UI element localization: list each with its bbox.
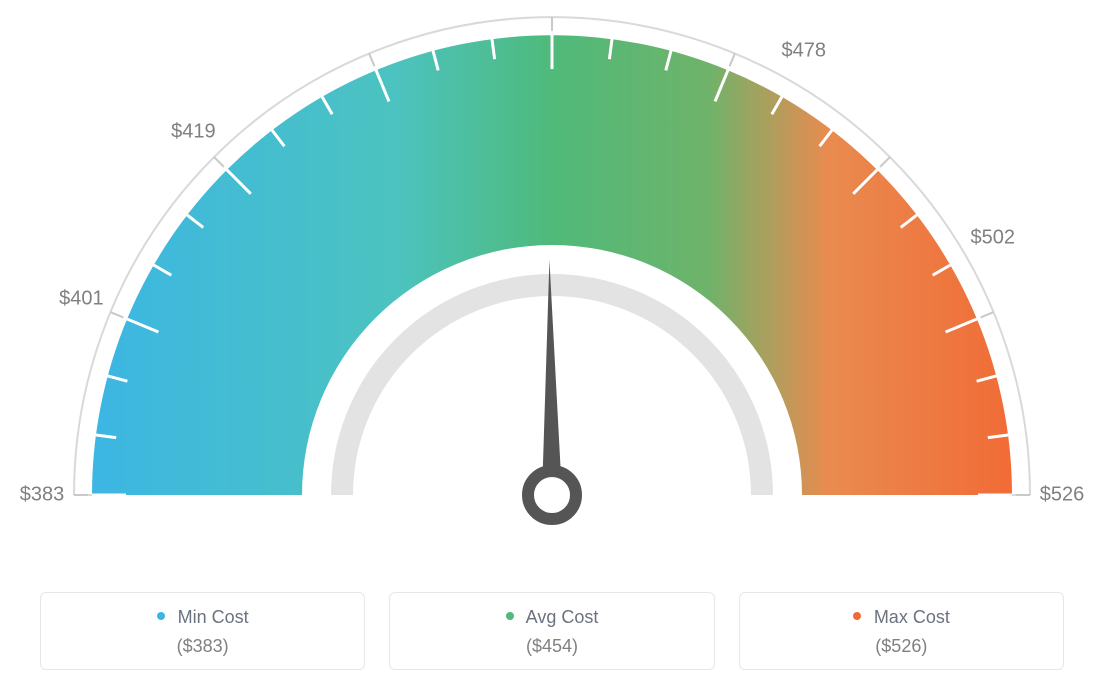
legend-card-min: Min Cost ($383) [40, 592, 365, 670]
legend-dot-avg [506, 612, 514, 620]
legend-dot-max [853, 612, 861, 620]
legend-label-max: Max Cost [874, 607, 950, 627]
legend-value-max: ($526) [750, 636, 1053, 657]
legend-dot-min [157, 612, 165, 620]
gauge-svg [0, 0, 1104, 690]
gauge-tick-label: $478 [782, 40, 827, 63]
gauge-ring-tick [110, 312, 123, 317]
gauge-tick-label: $526 [1040, 484, 1085, 507]
gauge-tick-label: $502 [970, 227, 1015, 250]
legend-title-min: Min Cost [51, 607, 354, 628]
gauge-tick-label: $383 [20, 484, 65, 507]
gauge-ring-tick [214, 157, 224, 167]
gauge-tick-label: $419 [171, 121, 216, 144]
legend-label-min: Min Cost [178, 607, 249, 627]
legend-row: Min Cost ($383) Avg Cost ($454) Max Cost… [40, 592, 1064, 670]
legend-title-max: Max Cost [750, 607, 1053, 628]
legend-label-avg: Avg Cost [526, 607, 599, 627]
gauge-ring-tick [880, 157, 890, 167]
legend-card-max: Max Cost ($526) [739, 592, 1064, 670]
gauge-ring-tick [730, 53, 735, 66]
legend-value-min: ($383) [51, 636, 354, 657]
gauge-ring-tick [981, 312, 994, 317]
legend-title-avg: Avg Cost [400, 607, 703, 628]
gauge-chart-container: $383$401$419$454$478$502$526 Min Cost ($… [0, 0, 1104, 690]
legend-value-avg: ($454) [400, 636, 703, 657]
gauge-tick-label: $401 [59, 287, 104, 310]
gauge-needle-pivot [528, 471, 576, 519]
gauge-ring-tick [369, 53, 374, 66]
legend-card-avg: Avg Cost ($454) [389, 592, 714, 670]
